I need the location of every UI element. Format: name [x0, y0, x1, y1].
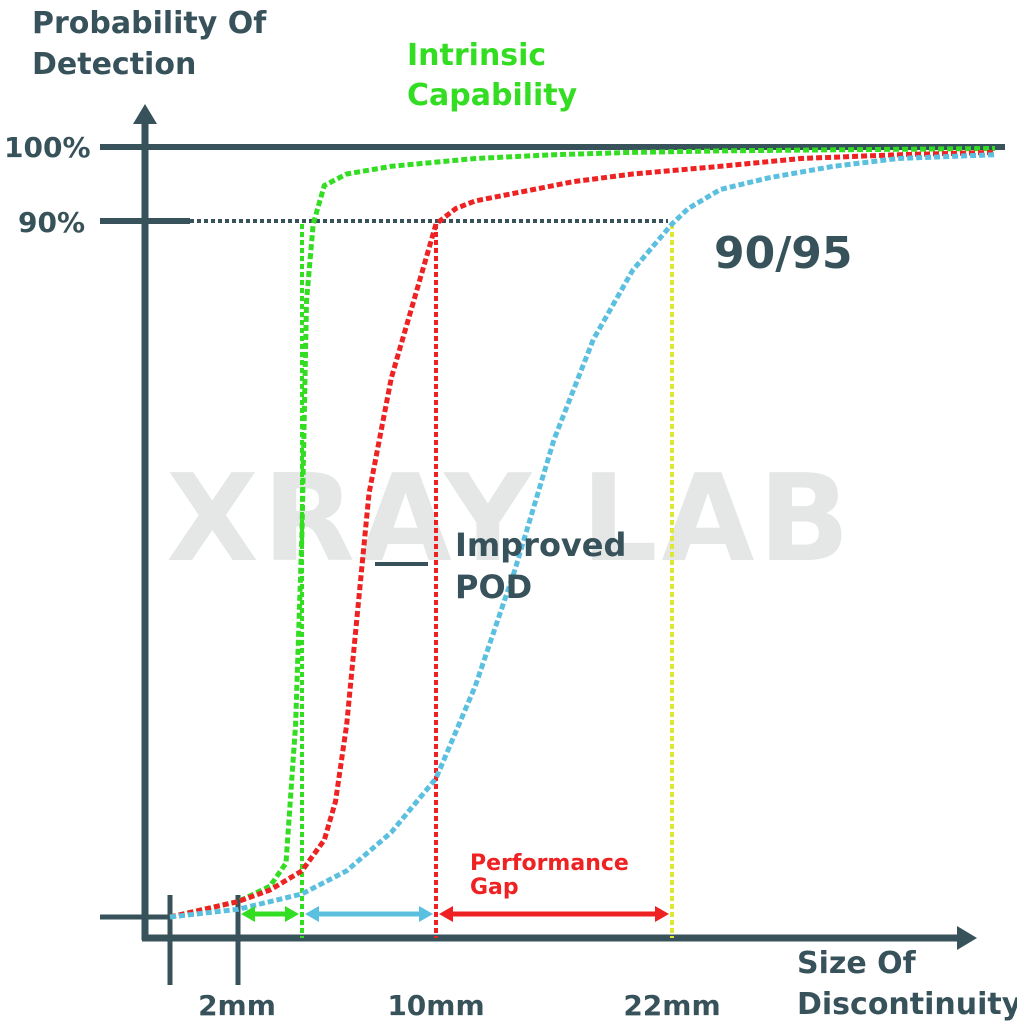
- performance-gap-label: Performance Gap: [470, 851, 637, 900]
- y-tick-90: 90%: [18, 206, 85, 239]
- y-axis-label-line-2: Detection: [32, 47, 196, 82]
- series-line-1: [169, 149, 996, 920]
- series-line-0: [169, 146, 996, 920]
- range-arrow-1-head-left: [305, 906, 319, 922]
- improved-pod-label: Improved POD: [455, 526, 638, 606]
- y-axis-label: Probability Of Detection: [32, 6, 277, 82]
- range-arrow-2-head-right: [655, 906, 669, 922]
- annotation-90-95: 90/95: [714, 228, 853, 279]
- range-arrow-1-head-right: [419, 906, 433, 922]
- x-axis-label-line-1: Size Of: [797, 946, 917, 981]
- intrinsic-capability-label-line-1: Intrinsic: [407, 38, 546, 73]
- x-axis-label-line-2: Discontinuity: [797, 987, 1017, 1022]
- series-line-2: [169, 152, 996, 920]
- performance-gap-label-line-2: Gap: [470, 875, 519, 900]
- range-arrow-2-head-left: [439, 906, 453, 922]
- x-tick-2mm: 2mm: [198, 989, 276, 1022]
- y-axis-label-line-1: Probability Of: [32, 6, 267, 41]
- intrinsic-capability-label: Intrinsic Capability: [407, 38, 578, 113]
- intrinsic-capability-label-line-2: Capability: [407, 78, 578, 113]
- x-axis-label: Size Of Discontinuity: [797, 946, 1017, 1022]
- x-tick-10mm: 10mm: [387, 989, 484, 1022]
- x-tick-22mm: 22mm: [623, 989, 720, 1022]
- range-arrow-0-head-right: [285, 906, 299, 922]
- y-tick-100: 100%: [4, 131, 91, 164]
- performance-gap-label-line-1: Performance: [470, 851, 629, 876]
- improved-pod-label-line-1: Improved: [455, 526, 626, 564]
- improved-pod-label-line-2: POD: [455, 568, 532, 606]
- y-axis-arrowhead: [133, 104, 157, 124]
- range-arrows: [241, 906, 669, 922]
- series-lines: [169, 146, 996, 920]
- range-arrow-0-head-left: [241, 906, 255, 922]
- watermark: XRAY LAB: [166, 450, 854, 589]
- x-axis-arrowhead: [957, 926, 977, 950]
